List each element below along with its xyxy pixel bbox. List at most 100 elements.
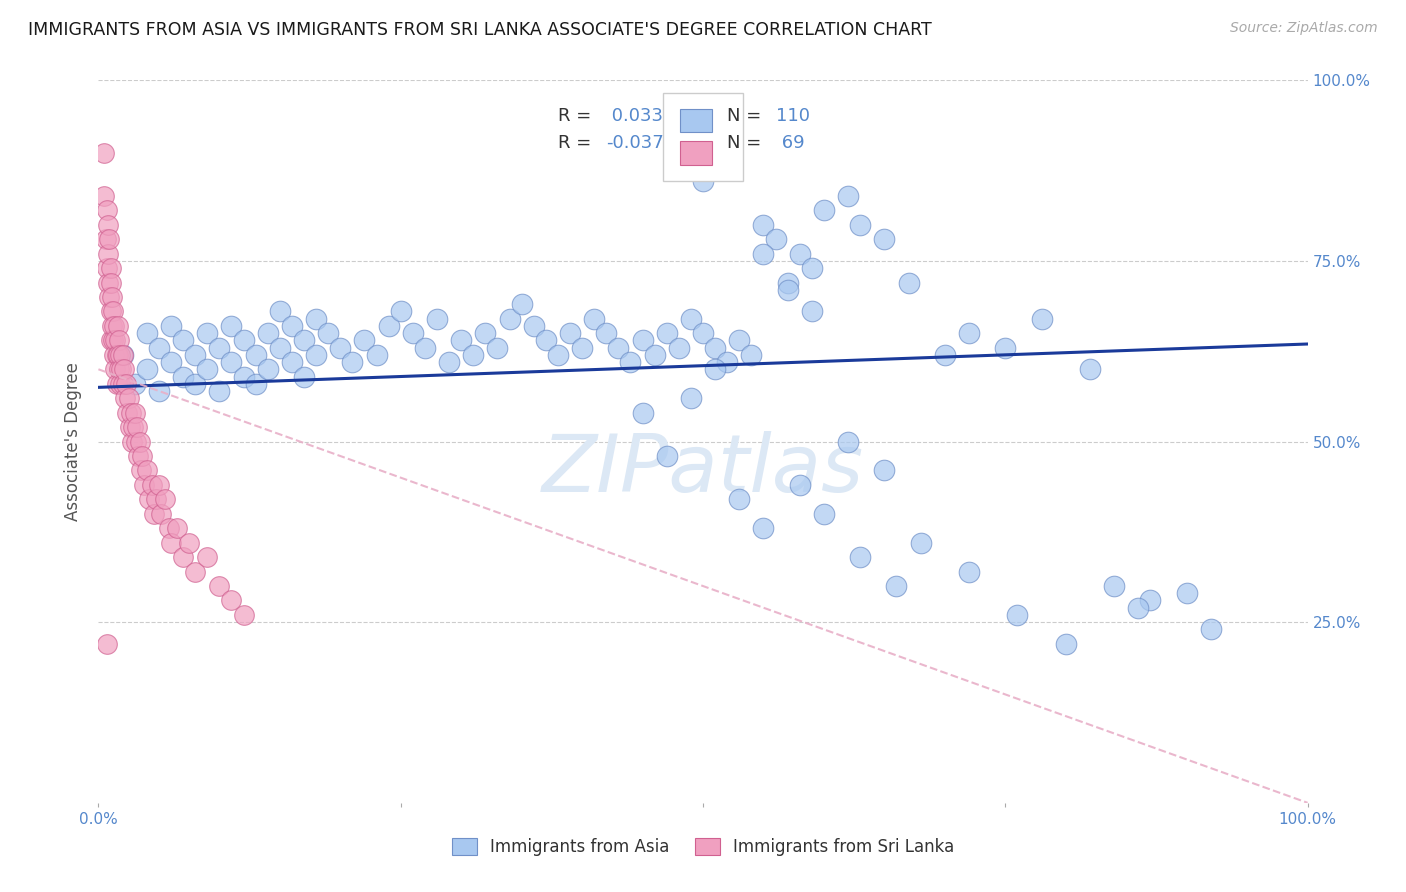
Point (135, 326, 157, 340)
Text: R =: R = (558, 135, 591, 153)
Point (100, 290, 122, 304)
Point (221, 593, 243, 607)
Point (104, 334, 127, 348)
Point (510, 297, 533, 311)
Point (208, 384, 231, 398)
Point (138, 492, 160, 507)
Point (108, 376, 131, 391)
Text: N =: N = (727, 107, 762, 125)
Point (128, 434, 150, 449)
Point (96, 637, 118, 651)
Point (232, 369, 254, 384)
Point (256, 326, 278, 340)
Point (125, 434, 148, 449)
Point (631, 334, 654, 348)
Point (134, 478, 156, 492)
Point (463, 348, 485, 362)
Point (837, 434, 859, 449)
Text: 110: 110 (776, 107, 810, 125)
Point (148, 384, 170, 398)
Point (143, 507, 166, 521)
Point (668, 341, 690, 355)
Point (498, 311, 520, 326)
Point (716, 355, 738, 369)
Text: R =: R = (558, 107, 591, 125)
Point (148, 341, 170, 355)
Point (110, 362, 132, 376)
Point (100, 261, 122, 276)
Point (305, 348, 328, 362)
Point (668, 124, 690, 138)
Point (245, 376, 267, 391)
Point (800, 261, 823, 276)
Point (107, 348, 129, 362)
Point (195, 550, 218, 565)
Point (112, 362, 135, 376)
Point (728, 334, 751, 348)
Point (679, 391, 702, 405)
Point (100, 318, 122, 333)
Point (305, 311, 328, 326)
Point (655, 326, 678, 340)
Point (269, 304, 291, 318)
Point (172, 550, 194, 565)
Point (98, 232, 121, 246)
Point (120, 406, 142, 420)
Point (100, 276, 122, 290)
Point (172, 334, 194, 348)
Point (114, 391, 136, 405)
Point (342, 355, 364, 369)
Point (631, 406, 654, 420)
Point (776, 276, 799, 290)
Point (111, 376, 134, 391)
Text: ZIPatlas: ZIPatlas (541, 432, 865, 509)
Point (157, 521, 180, 535)
Point (873, 463, 896, 477)
Point (172, 369, 194, 384)
Point (93, 189, 115, 203)
Y-axis label: Associate's Degree: Associate's Degree (65, 362, 83, 521)
Point (776, 283, 799, 297)
Text: Source: ZipAtlas.com: Source: ZipAtlas.com (1230, 21, 1378, 36)
Point (127, 449, 149, 463)
Point (377, 318, 399, 333)
Point (97, 246, 120, 260)
Point (232, 334, 254, 348)
Point (104, 362, 127, 376)
Point (813, 203, 835, 218)
Point (101, 304, 124, 318)
Text: IMMIGRANTS FROM ASIA VS IMMIGRANTS FROM SRI LANKA ASSOCIATE'S DEGREE CORRELATION: IMMIGRANTS FROM ASIA VS IMMIGRANTS FROM … (28, 21, 932, 39)
Point (849, 218, 872, 232)
Point (124, 376, 146, 391)
Point (450, 334, 472, 348)
Text: 69: 69 (776, 135, 804, 153)
Point (994, 341, 1017, 355)
Point (1078, 362, 1101, 376)
Point (94, 232, 117, 246)
Point (523, 318, 546, 333)
Point (692, 326, 714, 340)
Point (108, 348, 131, 362)
Point (1054, 637, 1077, 651)
Point (292, 369, 315, 384)
Point (118, 391, 141, 405)
Point (329, 341, 352, 355)
Point (269, 341, 291, 355)
Point (124, 406, 146, 420)
Point (679, 311, 702, 326)
Point (474, 326, 496, 340)
Point (145, 492, 167, 507)
Point (873, 232, 896, 246)
Point (849, 550, 872, 565)
Point (141, 478, 163, 492)
Point (160, 318, 183, 333)
Point (765, 232, 787, 246)
Point (752, 218, 775, 232)
Point (957, 565, 980, 579)
Point (135, 362, 157, 376)
Point (105, 376, 128, 391)
Point (837, 189, 859, 203)
Point (644, 348, 666, 362)
Point (122, 420, 145, 434)
Point (389, 304, 412, 318)
